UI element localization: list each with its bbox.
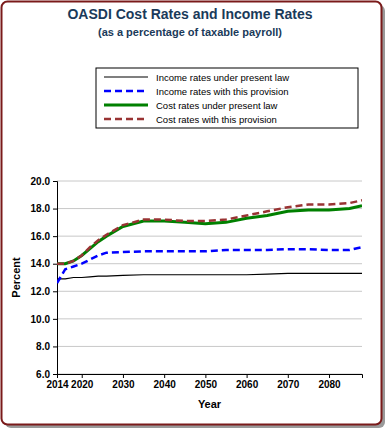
x-tick-label: 2040 <box>154 379 177 390</box>
grid-line <box>57 291 362 292</box>
x-tick-label: 2030 <box>112 379 135 390</box>
legend-box <box>96 68 358 128</box>
legend-swatch <box>104 104 148 107</box>
frame <box>2 2 382 425</box>
x-tick: 2070 <box>277 374 300 390</box>
x-axis-title: Year <box>198 398 222 410</box>
legend-swatch <box>104 90 148 93</box>
y-tick: 10.0 <box>31 314 57 325</box>
x-tick-mark <box>205 374 206 378</box>
legend-label: Income rates with this provision <box>156 86 289 97</box>
y-tick-mark <box>53 181 57 182</box>
legend-label: Cost rates under present law <box>156 100 278 111</box>
chart: OASDI Cost Rates and Income Rates (as a p… <box>0 0 388 431</box>
legend-label: Cost rates with this provision <box>156 114 277 125</box>
y-tick-label: 10.0 <box>31 314 51 325</box>
x-tick: 2020 <box>71 374 94 390</box>
x-tick-label: 2070 <box>277 379 300 390</box>
y-tick: 20.0 <box>31 176 57 187</box>
x-tick-mark <box>164 374 165 378</box>
y-tick-label: 20.0 <box>31 176 51 187</box>
grid-line <box>57 318 362 319</box>
y-tick-mark <box>53 346 57 347</box>
x-tick-label: 2014 <box>46 379 69 390</box>
y-tick-label: 16.0 <box>31 231 51 242</box>
y-axis: 6.0 8.0 10.0 12.0 14.0 16.0 18.0 20.0 <box>31 176 58 380</box>
plot-lines <box>57 200 362 283</box>
y-axis-line <box>53 182 58 375</box>
x-tick-label: 2060 <box>236 379 259 390</box>
y-tick-label: 6.0 <box>36 369 50 380</box>
grid-line <box>57 263 362 264</box>
y-tick-mark <box>53 319 57 320</box>
series-line <box>57 206 362 264</box>
y-tick-label: 12.0 <box>31 286 51 297</box>
x-tick: 2080 <box>318 374 341 390</box>
x-tick-mark <box>288 374 289 378</box>
legend-swatch <box>104 76 148 77</box>
series-line <box>57 200 362 263</box>
y-tick: 18.0 <box>31 203 57 214</box>
x-axis: 20142020 2030 2040 2050 2060 2070 2080 <box>46 374 362 390</box>
title: OASDI Cost Rates and Income Rates <box>67 6 312 22</box>
grid-line <box>57 346 362 347</box>
legend-swatch <box>104 118 148 121</box>
y-tick: 8.0 <box>36 341 57 352</box>
legend-label: Income rates under present law <box>156 72 289 83</box>
legend: Income rates under present law Income rat… <box>96 68 358 128</box>
x-tick-mark <box>82 374 83 378</box>
y-axis-title: Percent <box>10 257 22 298</box>
grid <box>57 181 362 374</box>
y-tick-mark <box>53 209 57 210</box>
y-tick-label: 14.0 <box>31 258 51 269</box>
y-tick-mark <box>53 291 57 292</box>
x-tick-mark <box>329 374 330 378</box>
x-tick-mark <box>247 374 248 378</box>
y-tick-mark <box>53 264 57 265</box>
subtitle: (as a percentage of taxable payroll) <box>98 26 282 38</box>
y-tick: 6.0 <box>36 369 57 380</box>
y-tick-label: 8.0 <box>36 341 50 352</box>
y-tick: 12.0 <box>31 286 57 297</box>
y-tick-mark <box>53 374 57 375</box>
x-tick-label: 2080 <box>318 379 341 390</box>
x-tick-label: 2050 <box>195 379 218 390</box>
x-tick: 2030 <box>112 374 135 390</box>
series-line <box>57 273 362 279</box>
y-tick: 14.0 <box>31 258 57 269</box>
x-tick-mark <box>123 374 124 378</box>
y-tick: 16.0 <box>31 231 57 242</box>
series-line <box>57 247 362 283</box>
x-tick: 2060 <box>236 374 259 390</box>
grid-line <box>57 181 362 182</box>
y-tick-mark <box>53 236 57 237</box>
x-tick: 2040 <box>154 374 177 390</box>
x-tick-label: 2020 <box>71 379 94 390</box>
x-axis-line <box>58 375 363 379</box>
x-tick: 2050 <box>195 374 218 390</box>
y-tick-label: 18.0 <box>31 203 51 214</box>
